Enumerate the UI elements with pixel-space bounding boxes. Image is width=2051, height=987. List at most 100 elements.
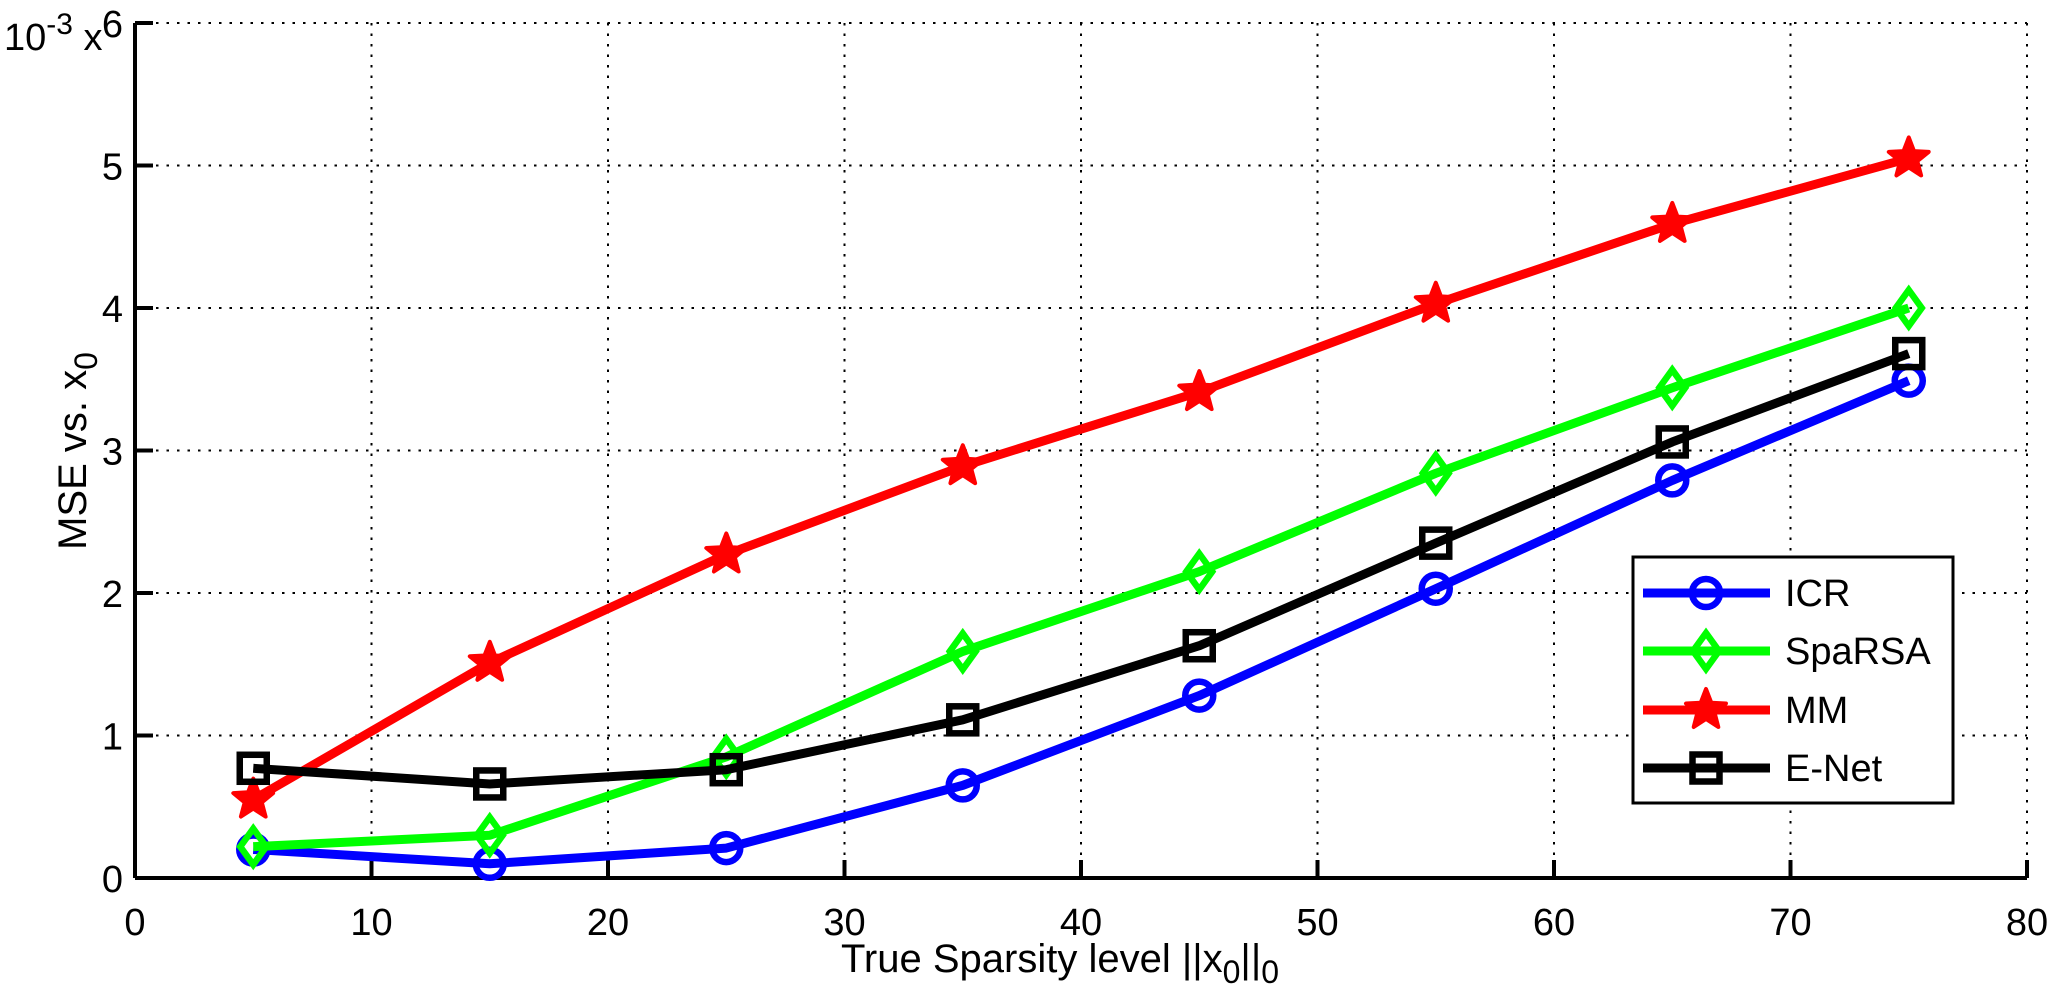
x-tick-label-30: 30 — [823, 902, 865, 944]
legend-label-sparsa: SpaRSA — [1785, 631, 1931, 673]
marker-mm-15-shape — [467, 639, 512, 682]
marker-sparsa-45 — [1182, 548, 1217, 596]
y-tick-label-6: 6 — [102, 4, 123, 46]
marker-icr-55-shape — [1418, 571, 1453, 606]
marker-e-net-5 — [236, 751, 270, 786]
marker-mm-5 — [231, 776, 276, 819]
marker-sparsa-35-shape — [945, 627, 980, 675]
marker-e-net-75-shape — [1892, 336, 1926, 371]
marker-e-net-45-shape — [1182, 628, 1216, 663]
labels-layer: 10-3 x True Sparsity level ||x0||0 MSE v… — [4, 8, 1279, 987]
marker-sparsa-75 — [1891, 284, 1926, 332]
y-tick-label-3: 3 — [102, 432, 123, 474]
x-tick-label-80: 80 — [2006, 902, 2048, 944]
marker-mm-65-shape — [1650, 200, 1695, 243]
series-line-sparsa — [253, 303, 1911, 852]
marker-icr-25-shape — [709, 830, 744, 866]
y-axis-label: MSE vs. x0 — [51, 352, 104, 550]
marker-e-net-45 — [1182, 628, 1216, 663]
series-mm — [231, 135, 1931, 819]
series-line-e-net — [252, 349, 1911, 789]
x-tick-label-60: 60 — [1533, 902, 1575, 944]
series-line-mm — [250, 154, 1910, 804]
legend-marker-mm — [1684, 687, 1728, 729]
x-tick-label-20: 20 — [587, 902, 629, 944]
legend-marker-mm-shape — [1684, 687, 1728, 729]
y-tick-label-5: 5 — [102, 147, 123, 189]
series-line-icr — [252, 376, 1911, 869]
marker-mm-5-shape — [231, 776, 276, 819]
legend-item-sparsa: SpaRSA — [1643, 627, 1931, 675]
marker-sparsa-45-shape — [1182, 548, 1217, 596]
axes-layer: 0 10 20 30 40 50 60 70 80 0 1 2 3 4 5 6 — [102, 4, 2048, 944]
series-e-net — [236, 336, 1926, 801]
marker-sparsa-55 — [1418, 449, 1453, 497]
marker-icr-35-shape — [945, 768, 980, 803]
marker-sparsa-75-shape — [1891, 284, 1926, 332]
legend-marker-icr-shape — [1688, 575, 1724, 611]
legend-marker-sparsa-shape — [1688, 627, 1724, 675]
legend-box — [1631, 555, 1955, 805]
x-tick-label-10: 10 — [350, 902, 392, 944]
legend-item-icr: ICR — [1643, 573, 1850, 615]
marker-sparsa-65-shape — [1655, 364, 1690, 412]
marker-icr-65 — [1655, 463, 1690, 498]
legend: ICR SpaRSA MM E-Net — [1631, 555, 1955, 805]
marker-e-net-25-shape — [709, 752, 743, 787]
legend-item-mm: MM — [1643, 687, 1848, 732]
legend-label-mm: MM — [1785, 690, 1848, 732]
y-axis-multiplier-label: 10-3 x — [4, 8, 103, 59]
legend-label-icr: ICR — [1785, 573, 1850, 615]
y-tick-label-2: 2 — [102, 574, 123, 616]
series-sparsa — [236, 284, 1926, 871]
marker-sparsa-55-shape — [1418, 449, 1453, 497]
legend-marker-sparsa — [1688, 627, 1724, 675]
marker-mm-55-shape — [1413, 280, 1458, 323]
marker-sparsa-25-shape — [709, 733, 744, 781]
marker-icr-45 — [1182, 678, 1217, 713]
y-tick-label-4: 4 — [102, 289, 123, 331]
legend-label-e-net: E-Net — [1785, 748, 1883, 790]
marker-mm-15 — [467, 639, 512, 682]
marker-mm-25-shape — [704, 531, 749, 574]
marker-sparsa-5 — [236, 823, 271, 871]
marker-e-net-55-shape — [1419, 526, 1453, 560]
marker-sparsa-15 — [472, 811, 507, 859]
x-tick-label-70: 70 — [1769, 902, 1811, 944]
marker-sparsa-25 — [709, 733, 744, 781]
marker-icr-25 — [709, 830, 744, 866]
marker-sparsa-35 — [945, 627, 980, 675]
y-tick-label-0: 0 — [102, 859, 123, 901]
x-tick-label-40: 40 — [1060, 902, 1102, 944]
marker-e-net-25 — [709, 752, 743, 787]
legend-marker-e-net-shape — [1689, 751, 1723, 785]
x-tick-label-50: 50 — [1296, 902, 1338, 944]
marker-sparsa-15-shape — [472, 811, 507, 859]
marker-mm-45 — [1177, 369, 1222, 412]
marker-icr-45-shape — [1182, 678, 1217, 713]
marker-icr-35 — [945, 768, 980, 803]
legend-marker-icr — [1688, 575, 1724, 611]
marker-icr-55 — [1418, 571, 1453, 606]
marker-e-net-65 — [1655, 425, 1689, 459]
x-axis-label: True Sparsity level ||x0||0 — [841, 937, 1279, 987]
marker-mm-75 — [1886, 135, 1931, 178]
marker-mm-45-shape — [1177, 369, 1222, 412]
x-tick-label-0: 0 — [124, 902, 145, 944]
y-tick-label-1: 1 — [102, 717, 123, 759]
marker-e-net-55 — [1419, 526, 1453, 560]
marker-sparsa-65 — [1655, 364, 1690, 412]
marker-e-net-35 — [946, 703, 980, 737]
marker-mm-65 — [1650, 200, 1695, 243]
marker-mm-25 — [704, 531, 749, 574]
series-layer — [231, 135, 1931, 881]
marker-e-net-65-shape — [1655, 425, 1689, 459]
marker-e-net-5-shape — [236, 751, 270, 786]
marker-e-net-75 — [1892, 336, 1926, 371]
marker-e-net-15-shape — [473, 767, 507, 801]
marker-mm-55 — [1413, 280, 1458, 323]
marker-mm-35 — [940, 443, 985, 486]
legend-marker-e-net — [1689, 751, 1723, 785]
marker-sparsa-5-shape — [236, 823, 271, 871]
